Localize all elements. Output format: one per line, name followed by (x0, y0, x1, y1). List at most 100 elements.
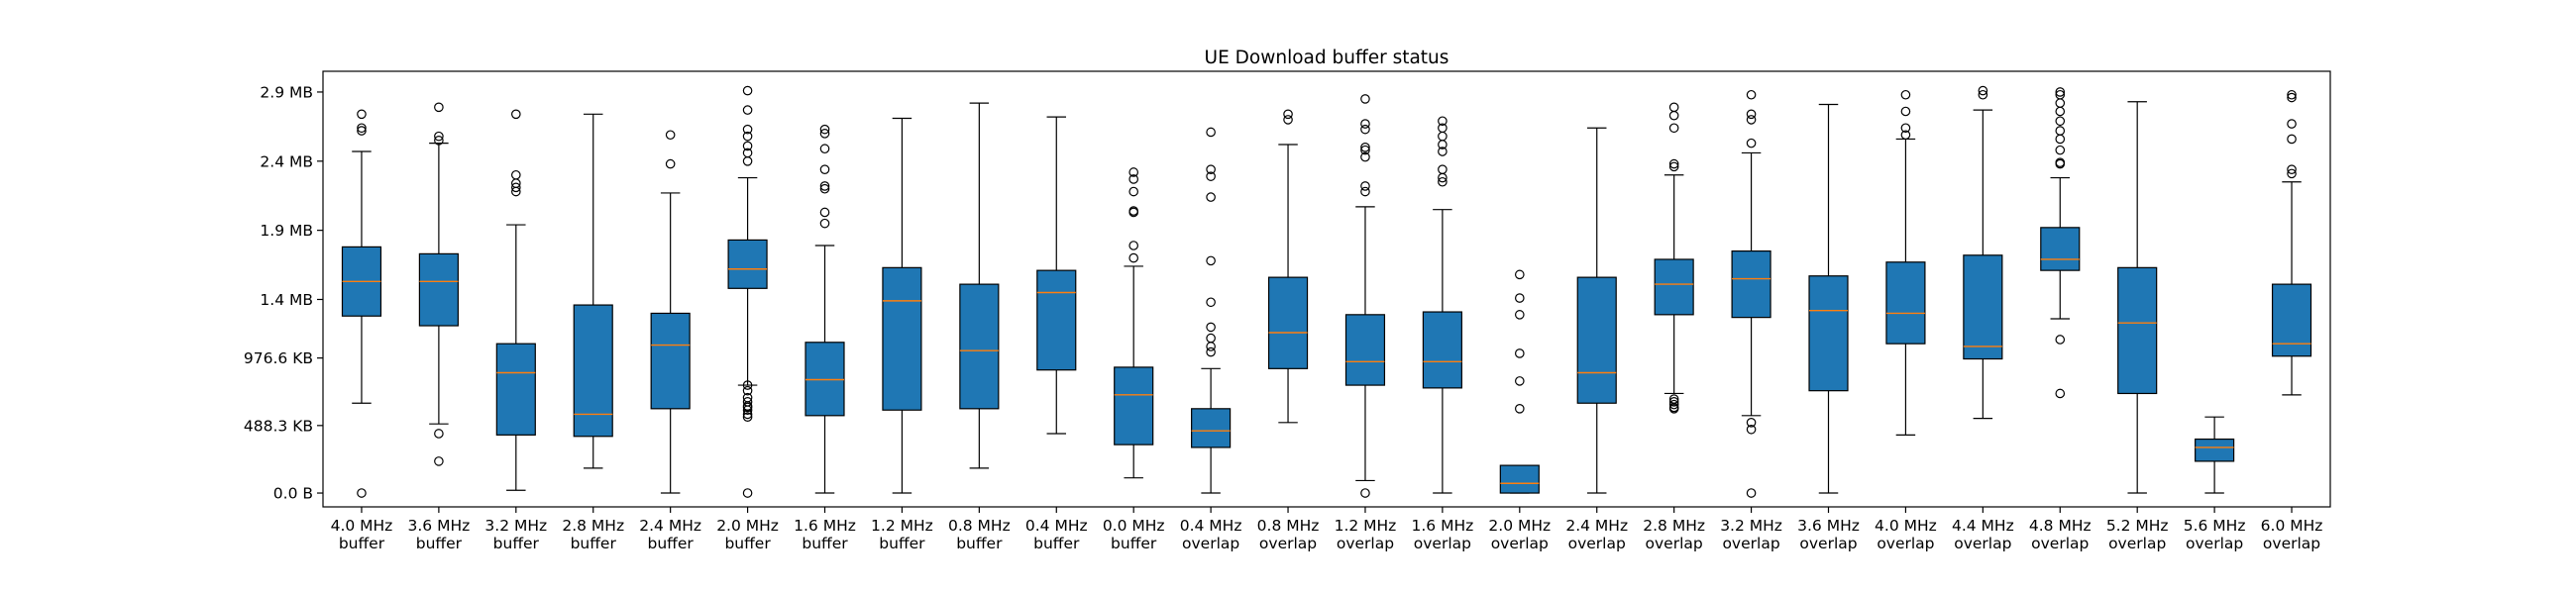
x-tick-label: 0.4 MHz (1025, 517, 1088, 535)
outlier-point (1360, 94, 1370, 104)
outlier-point (1128, 241, 1138, 250)
box-group (1267, 109, 1309, 424)
box-group (882, 117, 922, 494)
x-tick-label: 3.6 MHz (408, 517, 471, 535)
outlier-point (1360, 145, 1370, 155)
outlier-point (1746, 424, 1757, 435)
outlier-point (1900, 106, 1911, 117)
x-tick-label: buffer (802, 535, 848, 552)
outlier-point (1438, 164, 1448, 174)
outlier-point (1360, 124, 1370, 135)
iqr-box (882, 266, 922, 411)
outlier-point (819, 124, 830, 135)
iqr-box (1808, 275, 1849, 392)
outlier-point (2287, 164, 2297, 174)
outlier-point (1746, 417, 1757, 428)
x-tick-label: overlap (2186, 535, 2243, 552)
x-tick-label: 0.8 MHz (948, 517, 1011, 535)
outlier-point (1746, 488, 1757, 498)
box-group (1808, 103, 1849, 494)
box-group (2040, 87, 2081, 399)
box-group (1422, 116, 1462, 494)
outlier-point (1206, 333, 1216, 344)
x-tick-label: buffer (1111, 535, 1157, 552)
outlier-point (1668, 102, 1679, 113)
outlier-point (1128, 206, 1138, 216)
box-group (2195, 416, 2235, 494)
x-tick-label: buffer (339, 535, 385, 552)
outlier-point (1206, 297, 1216, 308)
outlier-point (1206, 192, 1216, 202)
x-tick-label: 3.2 MHz (484, 517, 547, 535)
x-tick-label: buffer (1033, 535, 1080, 552)
x-tick-label: 4.0 MHz (1875, 517, 1937, 535)
outlier-point (2055, 335, 2066, 345)
iqr-box (495, 343, 536, 436)
outlier-point (742, 392, 753, 403)
x-tick-label: 2.4 MHz (639, 517, 701, 535)
x-tick-label: overlap (1877, 535, 1934, 552)
outlier-point (1360, 143, 1370, 152)
outlier-point (1283, 115, 1293, 125)
outlier-point (1978, 89, 1988, 100)
outlier-point (742, 148, 753, 158)
outlier-point (1128, 174, 1138, 184)
outlier-point (2287, 134, 2297, 145)
outlier-point (1438, 176, 1448, 187)
outlier-point (1978, 85, 1988, 96)
iqr-box (418, 252, 459, 327)
x-tick-label: buffer (648, 535, 695, 552)
x-tick-label: overlap (2263, 535, 2320, 552)
box-group (1963, 85, 2003, 420)
x-tick-label: overlap (2031, 535, 2089, 552)
iqr-box (650, 312, 691, 410)
box-group (1114, 167, 1154, 479)
outlier-point (511, 182, 521, 193)
outlier-point (434, 456, 444, 466)
x-tick-label: 4.8 MHz (2029, 517, 2092, 535)
iqr-box (573, 304, 613, 438)
outlier-point (2055, 126, 2066, 136)
box-group (1576, 127, 1617, 494)
iqr-box (2040, 227, 2081, 271)
x-tick-label: 0.8 MHz (1257, 517, 1320, 535)
outlier-point (434, 429, 444, 439)
x-tick-label: 6.0 MHz (2261, 517, 2323, 535)
outlier-point (1438, 147, 1448, 156)
outlier-point (1128, 186, 1138, 197)
x-tick-label: buffer (956, 535, 1003, 552)
x-tick-label: overlap (1491, 535, 1549, 552)
iqr-box (1036, 269, 1077, 371)
outlier-point (357, 488, 367, 498)
outlier-point (1668, 397, 1679, 407)
x-tick-label: 3.6 MHz (1797, 517, 1860, 535)
iqr-box (1191, 408, 1232, 448)
outlier-point (1668, 161, 1679, 172)
iqr-box (1344, 314, 1386, 386)
outlier-point (2055, 388, 2066, 399)
box-group (1191, 127, 1232, 494)
iqr-box (1885, 261, 1926, 345)
x-tick-label: overlap (1182, 535, 1239, 552)
x-tick-label: overlap (1337, 535, 1394, 552)
outlier-point (819, 164, 830, 174)
x-tick-label: overlap (1646, 535, 1703, 552)
box-group (650, 130, 691, 494)
box-group (418, 102, 459, 466)
outlier-point (1900, 123, 1911, 134)
x-tick-label: overlap (1568, 535, 1626, 552)
outlier-point (819, 218, 830, 229)
outlier-point (1900, 130, 1911, 141)
iqr-box (2195, 438, 2235, 462)
outlier-point (742, 385, 753, 396)
iqr-box (1654, 258, 1694, 316)
outlier-point (819, 207, 830, 218)
outlier-point (1360, 488, 1370, 498)
y-tick-label: 488.3 KB (244, 417, 313, 435)
outlier-point (742, 488, 753, 498)
plot-area (341, 85, 2312, 498)
outlier-point (742, 141, 753, 151)
outlier-point (2287, 168, 2297, 179)
outlier-point (742, 105, 753, 115)
